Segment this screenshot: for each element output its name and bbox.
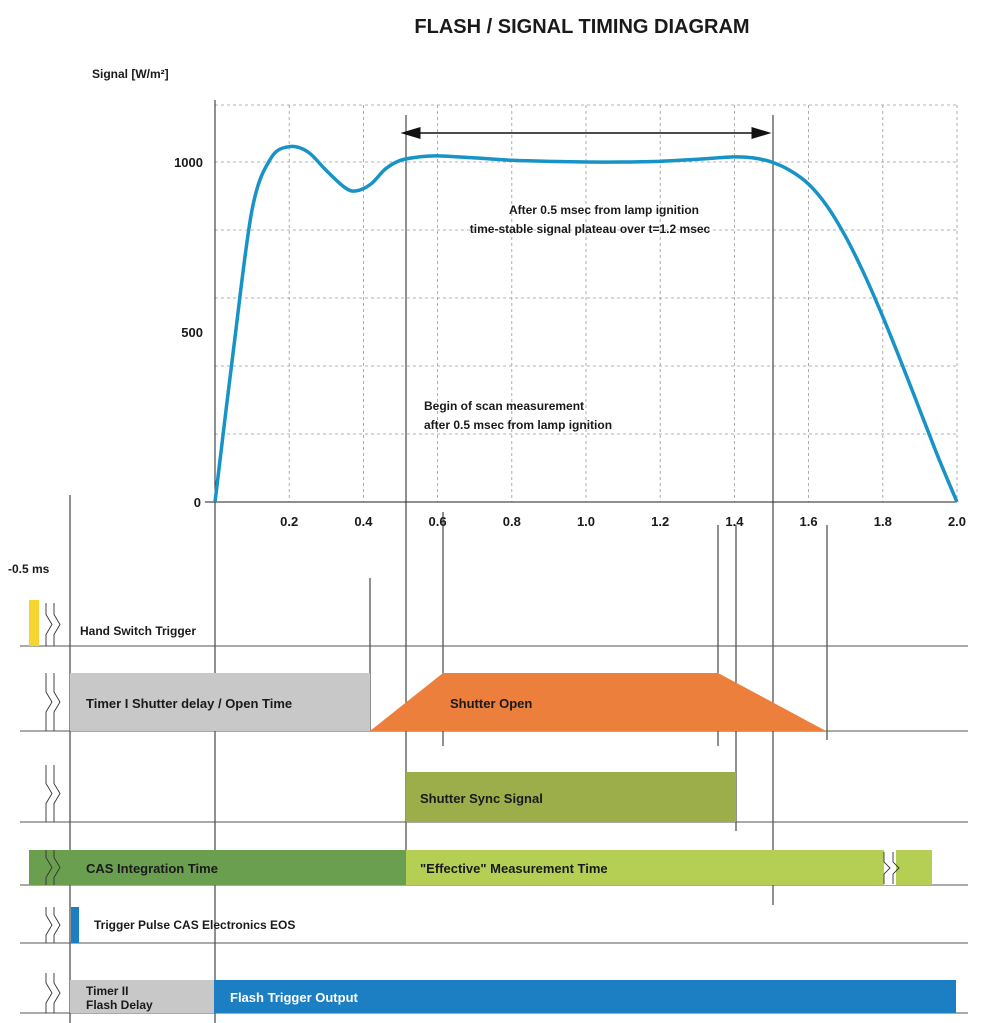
- x-tick-label: 1.6: [800, 514, 818, 529]
- plateau-annotation-line1: After 0.5 msec from lamp ignition: [509, 203, 699, 217]
- break-mark: [45, 765, 53, 822]
- y-axis-label: Signal [W/m²]: [92, 67, 169, 81]
- timer2-label-line1: Timer II: [86, 984, 128, 998]
- diagram-title: FLASH / SIGNAL TIMING DIAGRAM: [414, 16, 749, 38]
- plateau-arrow: [400, 127, 772, 139]
- x-tick-label: 1.8: [874, 514, 892, 529]
- signal-curve: [213, 144, 959, 503]
- chart-ticks: 0.2 0.4 0.6 0.8 1.0 1.2 1.4 1.6 1.8 2.0 0 500 1000: [174, 155, 966, 529]
- flash-trigger-label: Flash Trigger Output: [230, 990, 359, 1005]
- hand-switch-label: Hand Switch Trigger: [80, 624, 196, 638]
- x-tick-label: 0.6: [429, 514, 447, 529]
- scan-annotation-line2: after 0.5 msec from lamp ignition: [424, 418, 612, 432]
- x-tick-label: 0.4: [354, 514, 373, 529]
- flash-trigger-bar: [214, 980, 956, 1013]
- break-mark: [45, 673, 53, 731]
- break-mark: [892, 852, 900, 884]
- chart-grid: [215, 104, 958, 502]
- break-mark: [53, 850, 61, 885]
- shutter-sync-bar: [406, 772, 736, 822]
- break-mark: [45, 973, 53, 1013]
- x-tick-label: 1.2: [651, 514, 669, 529]
- y-tick-label: 0: [194, 495, 201, 510]
- x-tick-label: 1.4: [725, 514, 744, 529]
- x-tick-label: 0.2: [280, 514, 298, 529]
- timer2-bar: [70, 980, 214, 1013]
- timing-guide-lines: [69, 115, 828, 1023]
- cas-integration-bar: [29, 850, 406, 885]
- break-mark: [45, 907, 53, 943]
- y-tick-label: 500: [181, 325, 203, 340]
- trigger-pulse-bar: [71, 907, 79, 943]
- minus-half-ms-label: -0.5 ms: [8, 562, 50, 576]
- axis-break-marks: [45, 603, 900, 1013]
- break-mark: [883, 852, 891, 884]
- break-mark: [53, 603, 61, 646]
- signal-series: [213, 144, 959, 503]
- break-mark: [53, 907, 61, 943]
- break-mark: [45, 850, 53, 885]
- break-mark: [53, 973, 61, 1013]
- effective-measurement-bar: [406, 850, 932, 885]
- timer1-label: Timer I Shutter delay / Open Time: [86, 696, 292, 711]
- x-tick-label: 2.0: [948, 514, 966, 529]
- scan-annotation-line1: Begin of scan measurement: [424, 399, 584, 413]
- y-tick-label: 1000: [174, 155, 203, 170]
- x-tick-label: 1.0: [577, 514, 595, 529]
- timing-rows: -0.5 ms Hand Switch Trigger Timer I Shut…: [8, 562, 968, 1014]
- timer2-label-line2: Flash Delay: [86, 998, 153, 1012]
- timer1-bar: [70, 673, 370, 731]
- effective-measurement-label: "Effective" Measurement Time: [420, 861, 608, 876]
- break-mark: [45, 603, 53, 646]
- plateau-annotation-line2: time-stable signal plateau over t=1.2 ms…: [470, 222, 711, 236]
- cas-integration-label: CAS Integration Time: [86, 861, 218, 876]
- shutter-open-trapezoid: [370, 673, 826, 731]
- shutter-sync-label: Shutter Sync Signal: [420, 791, 543, 806]
- hand-switch-pulse: [29, 600, 39, 646]
- break-mark: [53, 765, 61, 822]
- break-mark: [53, 673, 61, 731]
- x-tick-label: 0.8: [503, 514, 521, 529]
- shutter-open-label: Shutter Open: [450, 696, 532, 711]
- trigger-pulse-label: Trigger Pulse CAS Electronics EOS: [94, 918, 295, 932]
